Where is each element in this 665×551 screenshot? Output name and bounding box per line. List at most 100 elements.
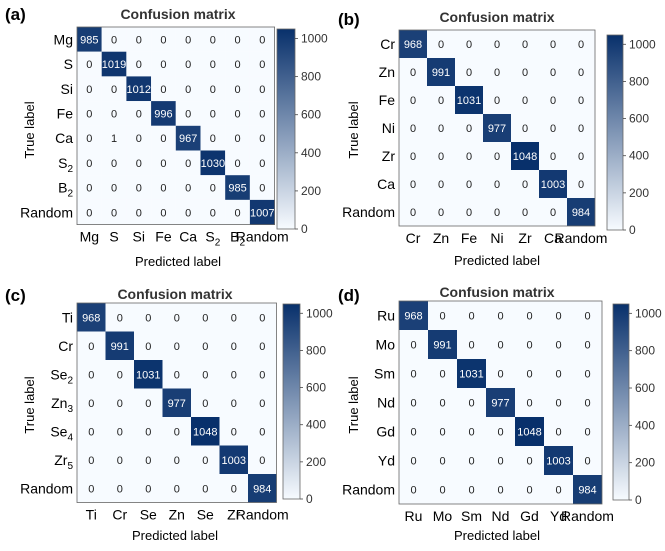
- cell-value: 0: [410, 456, 416, 468]
- matrix-cell: [200, 101, 226, 126]
- cell-value: 1048: [193, 426, 217, 438]
- col-tick-label: Nd: [492, 508, 510, 524]
- cell-value: 1048: [517, 427, 541, 439]
- matrix-cell: [399, 142, 427, 170]
- matrix-cell: [539, 58, 567, 86]
- row-tick-label: Yd: [378, 453, 395, 469]
- cell-value: 0: [136, 59, 142, 71]
- cell-value: 0: [117, 455, 123, 467]
- matrix-cell: [539, 142, 567, 170]
- matrix-frame: [398, 29, 596, 227]
- matrix-cell: [77, 474, 106, 503]
- cell-value: 0: [550, 123, 556, 135]
- row-tick-label: Ca: [377, 176, 395, 192]
- colorbar-tick-label: 600: [306, 381, 326, 395]
- matrix-cell: [567, 198, 595, 226]
- cell-value: 0: [259, 108, 265, 120]
- matrix-cell: [399, 114, 427, 142]
- col-tick-label: Cr: [112, 507, 127, 523]
- cell-value: 0: [522, 95, 528, 107]
- matrix-cell: [200, 199, 226, 225]
- matrix-cell: [567, 170, 595, 198]
- cell-value: 1031: [459, 369, 483, 381]
- chart-title: Confusion matrix: [439, 284, 554, 300]
- cell-value: 1007: [250, 207, 274, 219]
- matrix-cell: [105, 388, 134, 417]
- matrix-cell: [134, 331, 163, 360]
- row-tick-label: Fe: [57, 105, 74, 121]
- cell-value: 0: [202, 369, 208, 381]
- matrix-cell: [427, 142, 455, 170]
- col-tick-label: Zr: [227, 507, 241, 523]
- panel-label: (c): [5, 286, 26, 305]
- matrix-cell: [162, 331, 191, 360]
- colorbar: [282, 303, 301, 500]
- matrix-cell: [573, 388, 602, 417]
- matrix-cell: [399, 170, 427, 198]
- colorbar-tick-label: 200: [306, 455, 326, 469]
- cell-value: 0: [468, 485, 474, 497]
- cell-value: 0: [174, 426, 180, 438]
- cell-value: 0: [466, 67, 472, 79]
- cell-value: 0: [466, 123, 472, 135]
- cell-value: 0: [259, 133, 265, 145]
- cell-value: 1003: [546, 456, 570, 468]
- panel-label: (d): [338, 286, 360, 305]
- matrix-cell: [539, 198, 567, 226]
- col-tick-label: Se: [197, 507, 214, 523]
- cell-value: 0: [578, 123, 584, 135]
- matrix-cell: [225, 125, 250, 151]
- cell-value: 0: [526, 340, 532, 352]
- cell-value: 0: [231, 369, 237, 381]
- cell-value: 0: [160, 158, 166, 170]
- colorbar-tick-label: 200: [635, 456, 655, 470]
- row-tick-label: Ca: [55, 130, 73, 146]
- row-tick-label: Zr: [382, 148, 396, 164]
- cell-value: 0: [410, 151, 416, 163]
- cell-value: 991: [432, 67, 450, 79]
- matrix-cell: [427, 198, 455, 226]
- matrix-cell: [427, 58, 455, 86]
- row-tick-label: Mo: [376, 337, 396, 353]
- row-tick-label: Nd: [377, 395, 395, 411]
- cell-value: 0: [234, 133, 240, 145]
- matrix-cell: [191, 417, 220, 446]
- matrix-cell: [457, 417, 486, 446]
- cell-value: 0: [410, 123, 416, 135]
- colorbar-tick-label: 0: [306, 492, 313, 506]
- cell-value: 0: [526, 311, 532, 323]
- matrix-cell: [200, 175, 226, 200]
- matrix-cell: [101, 51, 127, 77]
- cell-value: 0: [174, 455, 180, 467]
- cell-value: 0: [160, 133, 166, 145]
- matrix-cell: [134, 474, 163, 503]
- cell-value: 0: [234, 34, 240, 46]
- matrix-cell: [399, 417, 428, 446]
- matrix-cell: [219, 445, 248, 474]
- matrix-cell: [101, 199, 127, 225]
- cell-value: 0: [578, 95, 584, 107]
- cell-value: 984: [572, 207, 590, 219]
- cell-value: 0: [86, 84, 92, 96]
- cell-value: 0: [185, 34, 191, 46]
- matrix-frame: [398, 300, 603, 505]
- col-tick-label: Ru: [405, 508, 423, 524]
- cell-value: 0: [494, 39, 500, 51]
- cell-value: 1031: [457, 95, 481, 107]
- cell-value: 0: [410, 485, 416, 497]
- matrix-cell: [427, 30, 455, 58]
- x-axis-label: Predicted label: [135, 254, 221, 269]
- matrix-cell: [77, 199, 102, 225]
- matrix-cell: [515, 301, 544, 330]
- cell-value: 0: [111, 108, 117, 120]
- matrix-cell: [455, 58, 483, 86]
- cell-value: 0: [185, 59, 191, 71]
- matrix-cell: [486, 446, 515, 475]
- cell-value: 0: [497, 311, 503, 323]
- matrix-cell: [486, 417, 515, 446]
- cell-value: 0: [410, 398, 416, 410]
- matrix-cell: [77, 303, 106, 332]
- col-tick-label: Ca: [179, 229, 197, 245]
- matrix-cell: [483, 30, 511, 58]
